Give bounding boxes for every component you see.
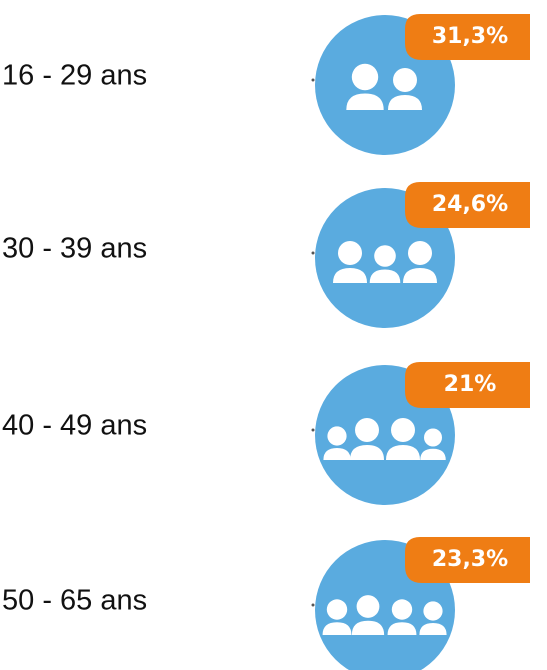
person-body (388, 95, 422, 110)
dot (311, 251, 315, 255)
person-head (356, 595, 380, 618)
person-head (355, 418, 379, 442)
age-label: 40 - 49 ans (2, 410, 147, 442)
person-body (322, 622, 352, 635)
dot (311, 603, 315, 607)
person-head (374, 245, 396, 267)
dot (311, 78, 315, 82)
people-icon (333, 241, 437, 283)
person-body (420, 448, 446, 460)
person-head (408, 241, 432, 265)
person-head (391, 599, 413, 620)
person-head (327, 426, 347, 446)
people-icon (322, 595, 447, 635)
person-body (351, 620, 385, 635)
person-head (391, 418, 415, 442)
person-head (326, 599, 348, 620)
people-icon (346, 63, 422, 110)
person-body (346, 93, 384, 110)
age-label: 50 - 65 ans (2, 585, 147, 617)
person-body (350, 445, 384, 460)
percent-value: 31,3% (432, 24, 508, 49)
percent-badge (405, 537, 530, 583)
percent-badge (405, 14, 530, 60)
percent-value: 24,6% (432, 192, 508, 217)
person-head (393, 68, 417, 92)
person-head (424, 428, 442, 447)
person-body (419, 623, 447, 635)
people-icon (323, 418, 446, 460)
percent-value: 21% (444, 372, 497, 397)
person-body (333, 268, 367, 283)
percent-value: 23,3% (432, 547, 508, 572)
person-head (351, 63, 379, 91)
percent-badge (405, 362, 530, 408)
person-body (323, 448, 351, 460)
dot (311, 428, 315, 432)
person-body (403, 268, 437, 283)
percent-badge (405, 182, 530, 228)
age-label: 30 - 39 ans (2, 233, 147, 265)
person-body (369, 269, 401, 283)
person-body (387, 622, 417, 635)
person-head (338, 241, 362, 265)
age-label: 16 - 29 ans (2, 60, 147, 92)
person-head (423, 601, 443, 621)
person-body (386, 445, 420, 460)
